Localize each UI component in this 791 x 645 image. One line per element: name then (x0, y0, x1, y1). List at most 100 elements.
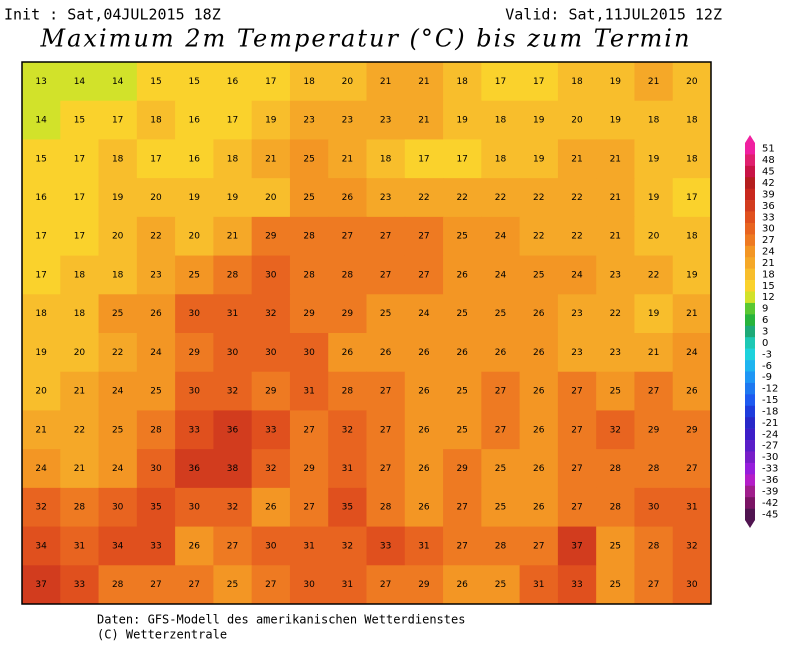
temperature-cell (557, 410, 597, 450)
temperature-value: 28 (380, 503, 392, 513)
colorbar-swatch (745, 222, 755, 235)
temperature-cell (213, 62, 253, 102)
temperature-cell (328, 255, 367, 295)
colorbar-label: 42 (762, 178, 775, 189)
temperature-cell (634, 410, 674, 450)
temperature-value: 18 (112, 270, 124, 280)
temperature-value: 35 (150, 503, 161, 513)
temperature-value: 26 (380, 348, 392, 358)
colorbar-label: -27 (762, 441, 778, 452)
temperature-value: 27 (571, 503, 582, 513)
temperature-value: 28 (303, 232, 315, 242)
temperature-cell (289, 178, 329, 218)
temperature-cell (175, 62, 214, 102)
temperature-cell (289, 216, 329, 257)
temperature-cell (557, 526, 597, 566)
temperature-cell (366, 449, 406, 489)
temperature-value: 27 (189, 580, 200, 590)
temperature-value: 25 (303, 154, 314, 164)
temperature-cell (60, 565, 100, 605)
temperature-value: 25 (610, 387, 621, 397)
temperature-cell (289, 449, 329, 489)
temperature-value: 18 (74, 270, 86, 280)
temperature-cell (481, 216, 521, 257)
temperature-value: 32 (227, 503, 238, 513)
temperature-cell (404, 100, 444, 140)
temperature-value: 26 (533, 503, 545, 513)
temperature-cell (481, 565, 521, 605)
temperature-value: 24 (418, 309, 430, 319)
init-label: Init : Sat,04JUL2015 18Z (4, 6, 221, 24)
temperature-value: 21 (571, 154, 582, 164)
temperature-cell (404, 62, 444, 102)
colorbar-label: 27 (762, 235, 775, 246)
temperature-cell (481, 100, 521, 140)
temperature-cell (60, 371, 100, 411)
temperature-cell (98, 294, 138, 334)
temperature-value: 28 (303, 270, 315, 280)
temperature-value: 27 (418, 232, 429, 242)
temperature-value: 22 (533, 193, 544, 203)
temperature-value: 14 (112, 77, 124, 87)
temperature-value: 29 (648, 425, 660, 435)
temperature-cell (672, 139, 712, 179)
temperature-value: 14 (35, 116, 47, 126)
colorbar-swatch (745, 451, 755, 464)
temperature-cell (213, 178, 253, 218)
temperature-value: 21 (35, 425, 46, 435)
temperature-cell (289, 139, 329, 179)
temperature-value: 27 (533, 541, 544, 551)
colorbar-swatch (745, 211, 755, 224)
temperature-cell (213, 100, 253, 140)
valid-label: Valid: Sat,11JUL2015 12Z (505, 6, 722, 24)
colorbar-label: -3 (762, 349, 772, 360)
temperature-cell (596, 487, 635, 528)
colorbar-swatch (745, 417, 755, 429)
temperature-value: 30 (265, 541, 277, 551)
temperature-value: 29 (418, 580, 430, 590)
temperature-cell (60, 449, 100, 489)
footer-source: Daten: GFS-Modell des amerikanischen Wet… (97, 613, 465, 627)
temperature-value: 30 (150, 464, 162, 474)
colorbar-swatch (745, 337, 755, 349)
temperature-cell (213, 216, 253, 257)
colorbar-swatch (745, 314, 755, 327)
temperature-cell (557, 333, 597, 373)
colorbar-swatch (745, 360, 755, 372)
temperature-cell (634, 100, 674, 140)
temperature-cell (443, 100, 482, 140)
temperature-cell (60, 410, 100, 450)
colorbar-label: -15 (762, 395, 778, 406)
temperature-value: 27 (648, 580, 659, 590)
temperature-value: 30 (686, 580, 698, 590)
colorbar-label: -24 (762, 429, 778, 440)
temperature-cell (251, 255, 291, 295)
temperature-value: 17 (686, 193, 697, 203)
colorbar-swatch (745, 280, 755, 292)
temperature-cell (251, 139, 291, 179)
temperature-value: 32 (227, 387, 238, 397)
temperature-value: 21 (74, 387, 85, 397)
temperature-cell (328, 216, 367, 257)
temperature-value: 26 (342, 193, 354, 203)
colorbar-swatch (745, 154, 755, 167)
colorbar-label: -39 (762, 486, 778, 497)
temperature-value: 24 (571, 270, 583, 280)
temperature-cell (328, 487, 367, 528)
temperature-value: 19 (456, 116, 468, 126)
temperature-cell (404, 371, 444, 411)
footer-copyright: (C) Wetterzentrale (97, 628, 227, 642)
temperature-value: 30 (648, 503, 660, 513)
temperature-value: 22 (533, 232, 544, 242)
temperature-cell (22, 371, 61, 411)
temperature-value: 29 (265, 387, 277, 397)
temperature-cell (519, 255, 559, 295)
temperature-value: 27 (456, 503, 467, 513)
temperature-cell (443, 178, 482, 218)
colorbar-label: -18 (762, 406, 778, 417)
temperature-cell (328, 565, 367, 605)
temperature-cell (481, 487, 521, 528)
temperature-value: 23 (380, 116, 391, 126)
temperature-cell (557, 487, 597, 528)
temperature-cell (213, 371, 253, 411)
